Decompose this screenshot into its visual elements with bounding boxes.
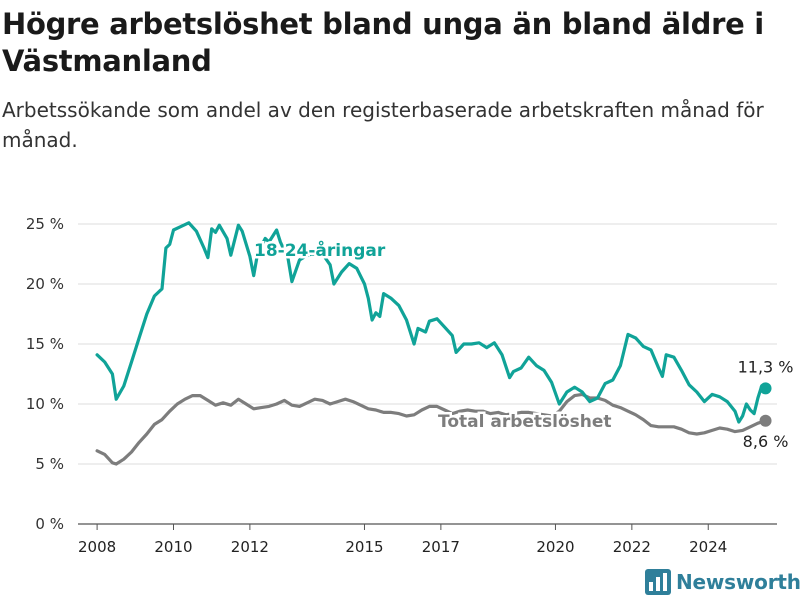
logo-text: Newsworthy: [676, 570, 800, 594]
x-tick-label: 2015: [345, 538, 383, 556]
x-tick-label: 2012: [231, 538, 269, 556]
chart-title: Högre arbetslöshet bland unga än bland ä…: [2, 7, 764, 78]
x-axis-ticks: 2008 2010 2012 2015 2017 2020 2022 2024: [78, 524, 727, 556]
chart-subtitle: Arbetssökande som andel av den registerb…: [2, 98, 764, 152]
y-tick-label: 5 %: [35, 455, 64, 473]
y-tick-label: 15 %: [26, 335, 64, 353]
x-tick-label: 2022: [613, 538, 651, 556]
y-tick-label: 20 %: [26, 275, 64, 293]
newsworthy-logo: Newsworthy: [645, 569, 800, 595]
series-label-total: Total arbetslöshet: [438, 412, 612, 432]
series-labels: 18-24-åringar Total arbetslöshet 11,3 % 8,6…: [252, 237, 794, 451]
series-line-youth: [95, 221, 768, 424]
end-point-total: [759, 414, 772, 427]
x-tick-label: 2020: [536, 538, 574, 556]
end-value-total: 8,6 %: [743, 432, 789, 451]
y-tick-label: 0 %: [35, 515, 64, 533]
gridlines: [78, 223, 777, 525]
end-point-youth: [759, 382, 772, 395]
y-tick-label: 10 %: [26, 395, 64, 413]
x-tick-label: 2024: [689, 538, 727, 556]
y-axis-ticks: 0 % 5 % 10 % 15 % 20 % 25 %: [26, 215, 64, 533]
x-tick-label: 2010: [154, 538, 192, 556]
series-line-total: [95, 392, 768, 466]
bar-chart-icon: [645, 569, 671, 595]
x-tick-label: 2008: [78, 538, 116, 556]
series-label-youth: 18-24-åringar: [254, 239, 386, 261]
x-tick-label: 2017: [422, 538, 460, 556]
y-tick-label: 25 %: [26, 215, 64, 233]
series-lines: [95, 221, 772, 466]
end-value-youth: 11,3 %: [738, 357, 794, 376]
